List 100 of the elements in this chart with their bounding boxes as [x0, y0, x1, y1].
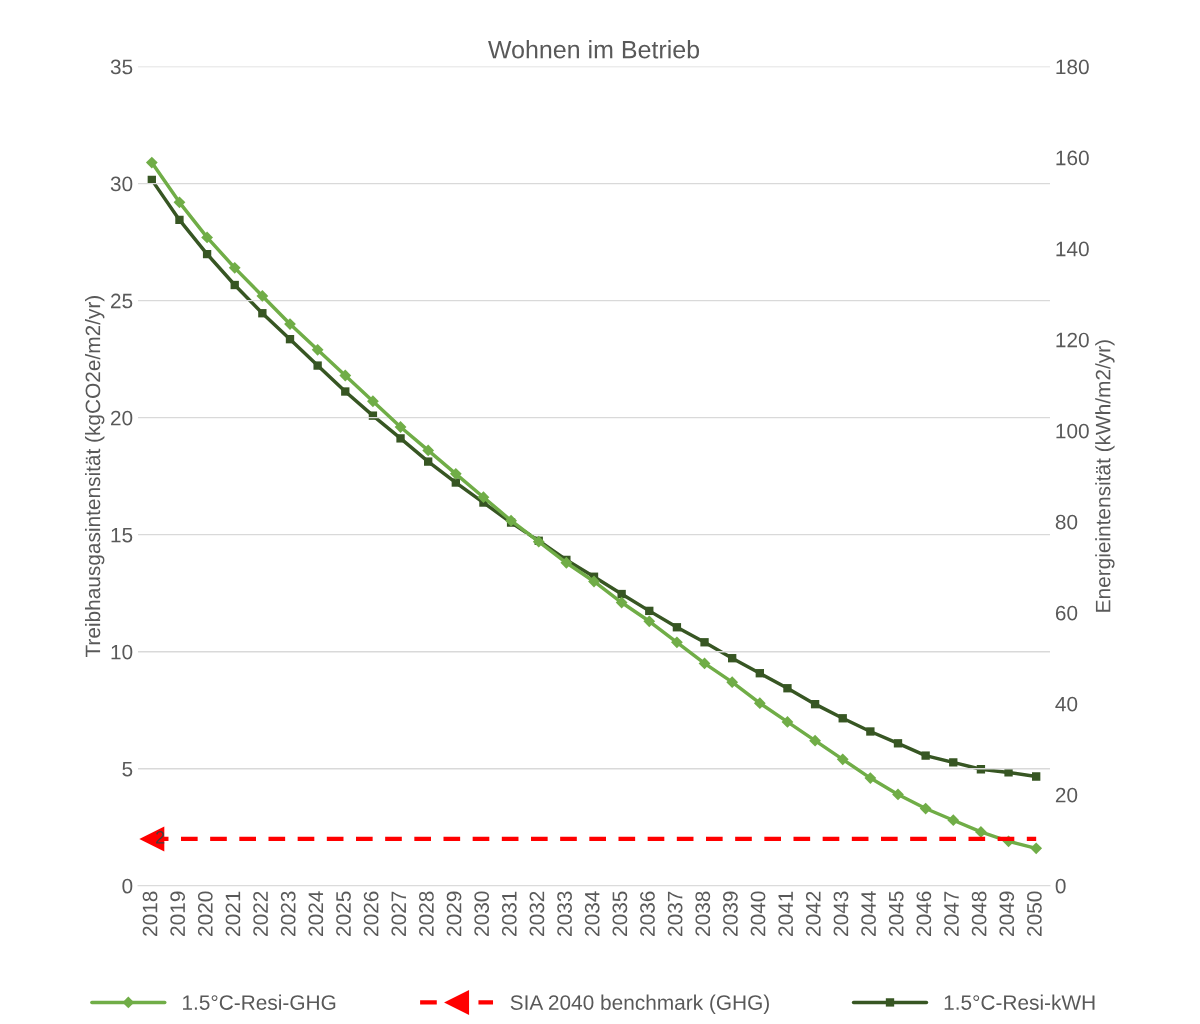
point [921, 751, 930, 760]
x-tick-label: 2043 [833, 891, 849, 936]
point [228, 261, 241, 274]
x-tick-label: 2020 [197, 891, 213, 936]
y2-tick-label: 80 [1055, 514, 1078, 530]
point [230, 280, 239, 290]
x-tick-label: 2031 [501, 891, 517, 936]
point [341, 387, 350, 396]
point [617, 589, 626, 599]
x-tick-label: 2044 [861, 891, 876, 936]
point [339, 369, 352, 382]
y-tick-label: 25 [111, 293, 133, 309]
point [698, 657, 711, 670]
point [477, 491, 490, 504]
x-tick-label: 2037 [667, 891, 683, 936]
point [258, 309, 267, 318]
point [588, 575, 600, 588]
x-tick-label: 2033 [557, 891, 572, 936]
point [368, 411, 378, 420]
x-tick-label: 2040 [750, 891, 766, 936]
x-tick-label: 2030 [474, 891, 490, 936]
point [783, 684, 792, 693]
point [175, 215, 184, 225]
y-tick-label: 30 [110, 176, 133, 192]
x-tick-label: 2034 [584, 891, 600, 936]
y2-tick-label: 120 [1056, 332, 1089, 348]
point [1030, 842, 1043, 855]
point [700, 638, 709, 647]
y-tick-label: 20 [111, 410, 133, 426]
x-tick-label: 2021 [225, 891, 241, 936]
point [285, 335, 295, 344]
x-tick-label: 2050 [1027, 891, 1042, 936]
x-tick-label: 2048 [971, 891, 987, 936]
point [919, 802, 932, 815]
y2-axis-title: Energieintensität (kWh/m2/yr) [1095, 340, 1115, 612]
x-tick-label: 2047 [944, 891, 959, 936]
point [892, 788, 904, 801]
x-tick-label: 2026 [363, 891, 379, 936]
point [893, 739, 903, 748]
legend-label: SIA 2040 benchmark (GHG) [510, 994, 769, 1015]
x-tick-label: 2018 [142, 891, 158, 936]
y2-tick-label: 160 [1056, 150, 1089, 166]
data-label: 2 [156, 831, 165, 844]
x-tick-label: 2029 [446, 891, 462, 936]
y2-tick-label: 20 [1055, 787, 1078, 803]
point [202, 249, 212, 259]
point [449, 467, 462, 480]
y-tick-label: 35 [110, 59, 133, 75]
point [781, 716, 794, 728]
point [755, 669, 764, 678]
point [173, 196, 186, 209]
y2-tick-label: 60 [1055, 605, 1078, 621]
x-tick-label: 2035 [612, 891, 628, 936]
y2-tick-label: 100 [1056, 423, 1089, 439]
point [949, 758, 958, 767]
point [810, 700, 820, 709]
point [671, 636, 683, 649]
point [864, 772, 877, 784]
point [809, 734, 821, 747]
point [396, 434, 405, 443]
x-tick-label: 2038 [695, 891, 711, 936]
point [753, 697, 766, 710]
point [615, 596, 628, 609]
y-tick-label: 5 [122, 761, 133, 777]
legend-label: 1.5°C-Resi-GHG [183, 994, 336, 1010]
point [451, 478, 460, 487]
point [505, 514, 517, 527]
x-tick-label: 2041 [778, 891, 794, 936]
point [201, 231, 213, 244]
point [311, 343, 324, 356]
point [1032, 772, 1041, 781]
x-tick-label: 2039 [723, 891, 738, 936]
x-tick-label: 2024 [308, 891, 324, 936]
point [947, 814, 960, 827]
x-tick-label: 2045 [888, 891, 904, 936]
chart-title: Wohnen im Betrieb [488, 40, 700, 59]
x-tick-label: 2042 [805, 891, 821, 936]
y-tick-label: 15 [111, 527, 133, 543]
y2-tick-label: 140 [1056, 241, 1089, 257]
x-tick-label: 2032 [529, 891, 545, 936]
point [313, 361, 322, 370]
point [726, 676, 739, 689]
y2-tick-label: 180 [1056, 59, 1089, 75]
x-tick-label: 2025 [336, 891, 351, 936]
point [394, 421, 407, 433]
x-tick-label: 2046 [916, 891, 932, 936]
x-tick-label: 2023 [280, 891, 296, 936]
legend-label: 1.5°C-Resi-kWH [944, 994, 1095, 1010]
point [422, 444, 435, 457]
point [728, 654, 737, 663]
point [838, 714, 847, 723]
point [424, 457, 433, 466]
point [866, 727, 875, 736]
x-tick-label: 2027 [391, 891, 407, 936]
x-tick-label: 2049 [999, 891, 1015, 936]
point [256, 290, 269, 302]
point [560, 556, 573, 569]
x-tick-label: 2028 [419, 891, 434, 936]
point [836, 753, 849, 766]
y2-tick-label: 40 [1055, 696, 1078, 712]
